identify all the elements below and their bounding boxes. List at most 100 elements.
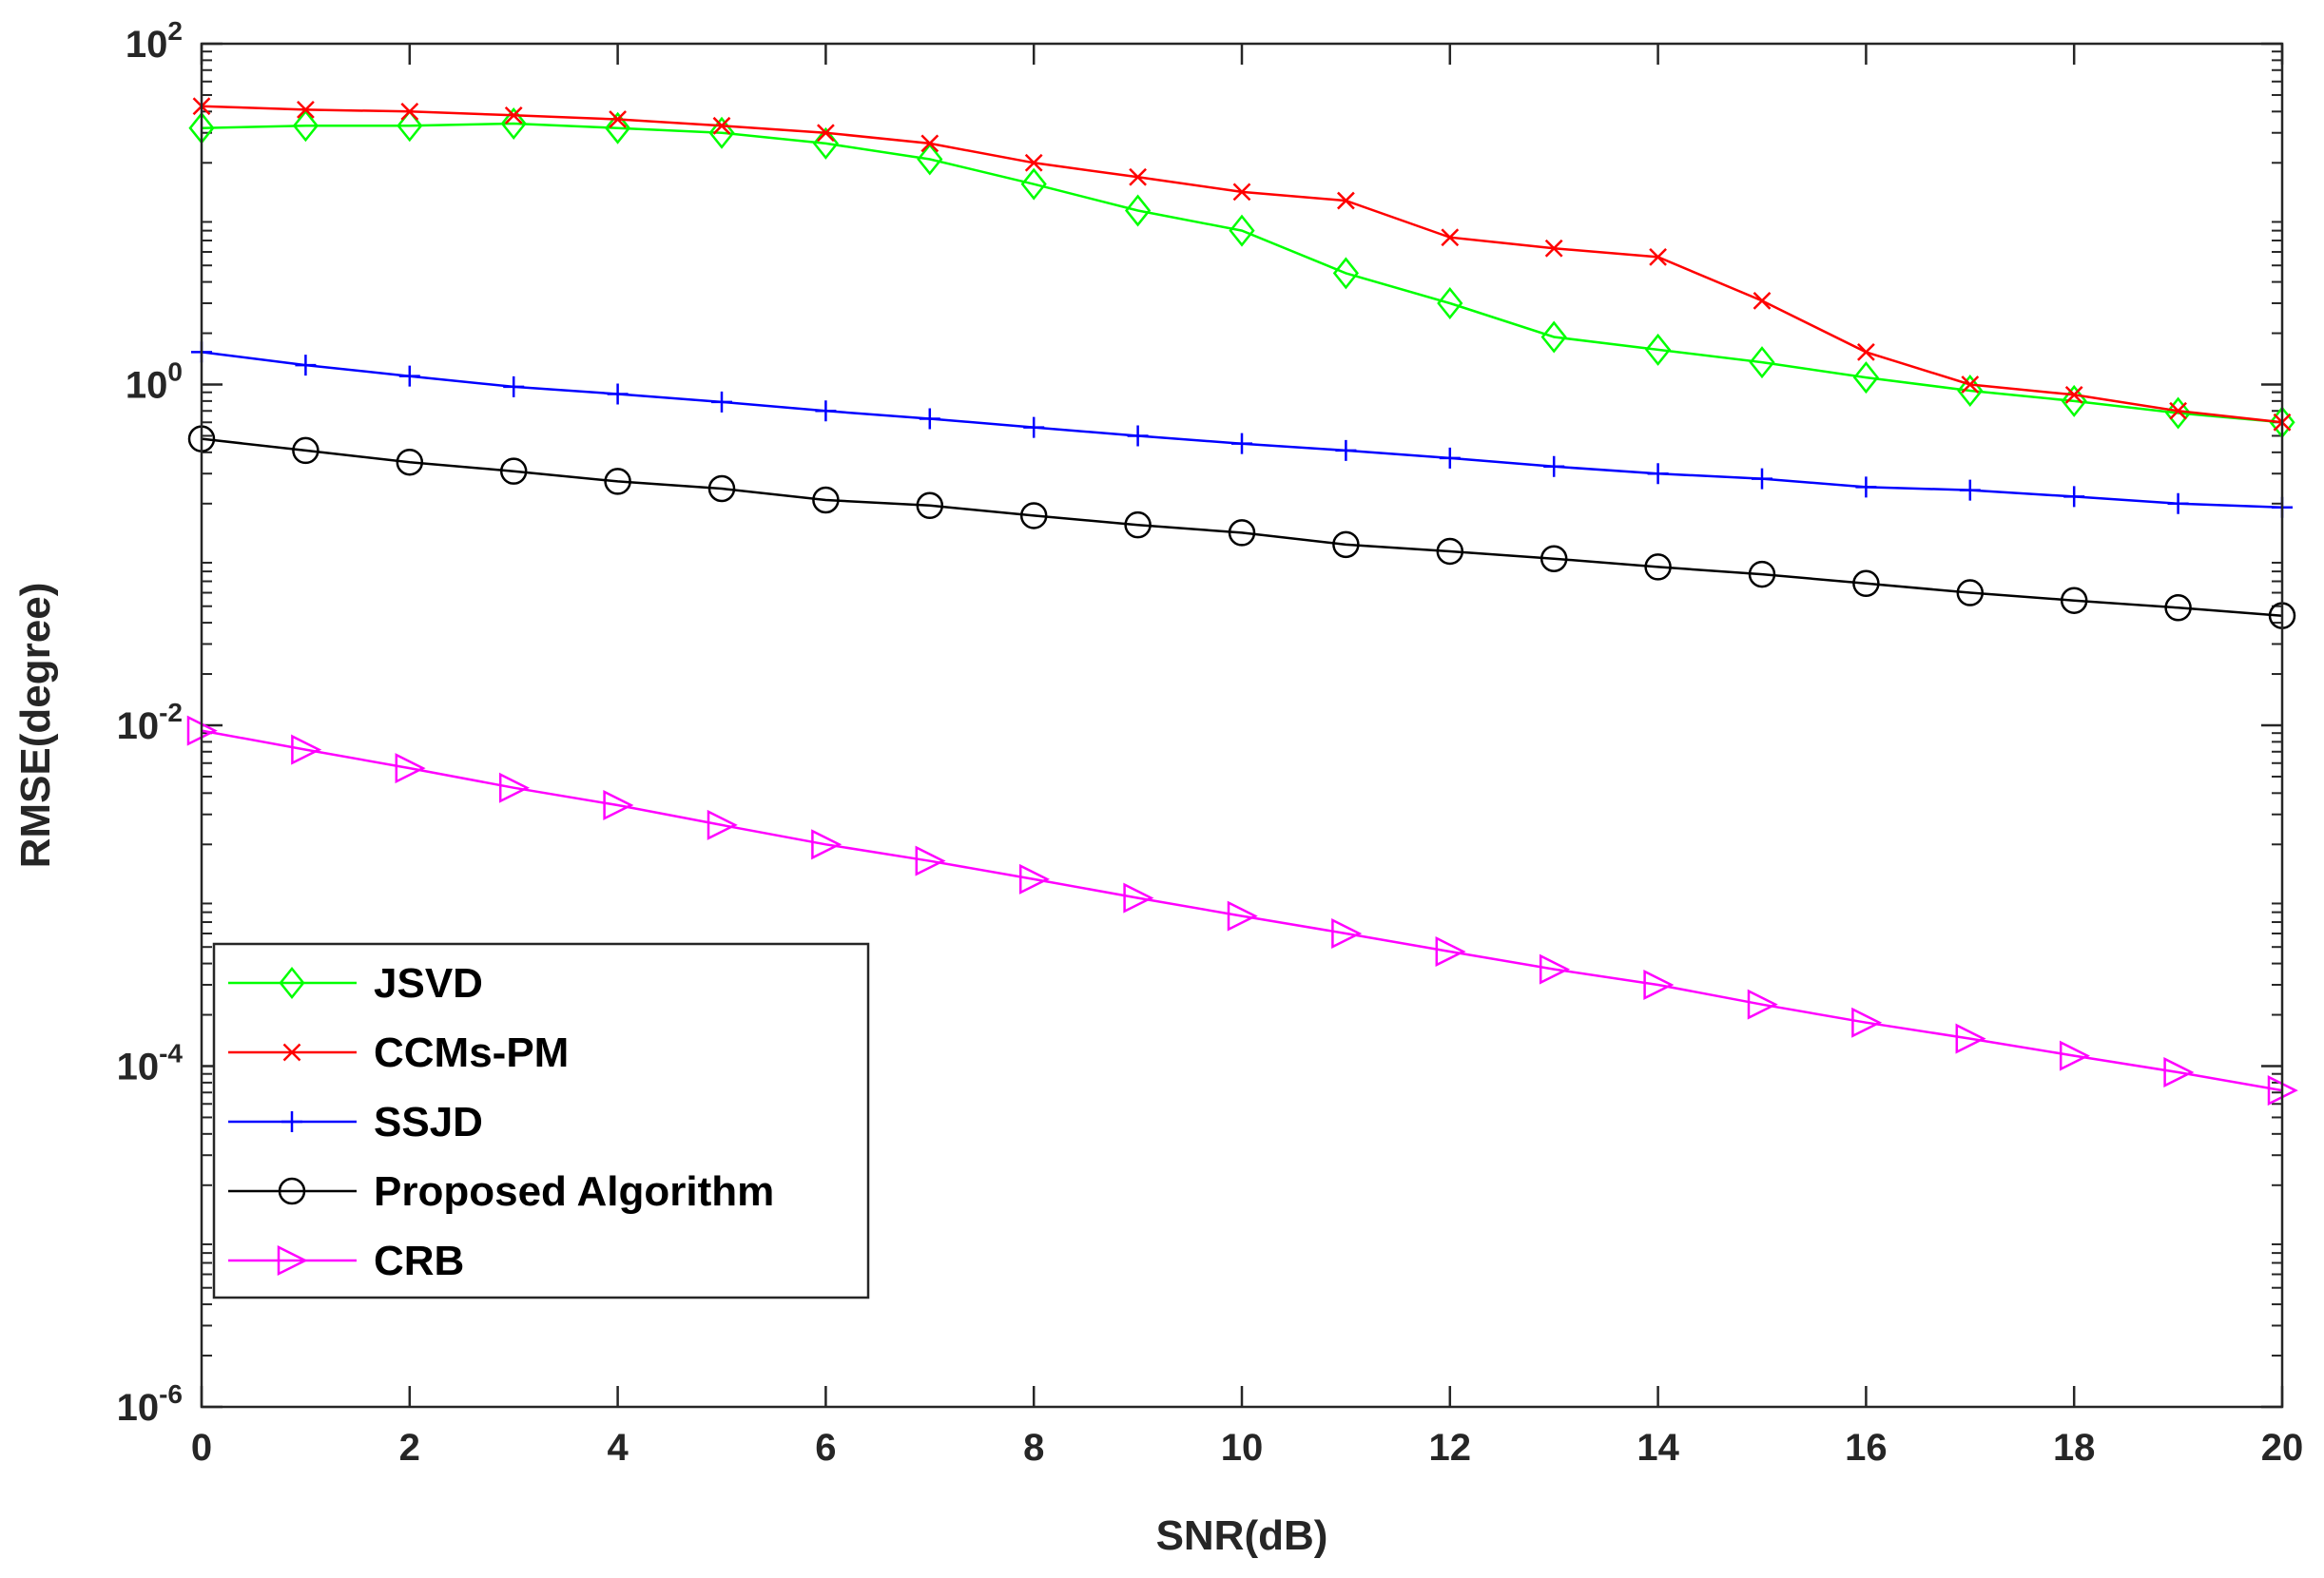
data-point-ssjd xyxy=(1959,479,1981,501)
data-point-proposed-algorithm xyxy=(2060,587,2088,614)
data-point-crb xyxy=(1227,900,1258,932)
data-point-proposed-algorithm xyxy=(1540,545,1568,572)
data-point-proposed-algorithm xyxy=(1644,553,1672,581)
data-point-proposed-algorithm xyxy=(2164,594,2192,622)
data-point-ccms-pm xyxy=(1441,228,1460,247)
data-point-ccms-pm xyxy=(1961,375,1980,394)
legend-marker xyxy=(281,1111,302,1132)
y-tick-label: 10-4 xyxy=(117,1039,184,1088)
legend-label: CRB xyxy=(374,1238,464,1284)
data-point-crb xyxy=(498,772,530,803)
x-tick-label: 8 xyxy=(1023,1427,1044,1469)
data-point-ccms-pm xyxy=(1649,248,1667,266)
data-point-crb xyxy=(1643,969,1675,1000)
data-point-proposed-algorithm xyxy=(396,448,424,476)
data-point-ssjd xyxy=(1439,447,1461,469)
data-point-jsvd xyxy=(604,111,631,144)
data-point-ccms-pm xyxy=(2169,401,2187,420)
data-point-crb xyxy=(1851,1007,1883,1038)
y-tick-label: 10-2 xyxy=(117,698,183,747)
x-tick-label: 6 xyxy=(815,1427,836,1469)
data-point-ssjd xyxy=(815,400,837,422)
data-point-ssjd xyxy=(2063,486,2085,508)
data-point-ccms-pm xyxy=(712,116,731,135)
data-point-jsvd xyxy=(1644,333,1672,366)
series-line-crb xyxy=(201,729,2283,1092)
data-point-jsvd xyxy=(1437,286,1463,319)
x-tick-label: 0 xyxy=(191,1427,212,1469)
data-point-ccms-pm xyxy=(1129,167,1147,186)
data-point-jsvd xyxy=(1852,361,1880,394)
x-axis-title: SNR(dB) xyxy=(1156,1512,1328,1559)
y-tick-labels: 10-6 10-4 10-2 100 102 xyxy=(117,16,184,1429)
data-point-ccms-pm xyxy=(1544,239,1563,258)
data-point-crb xyxy=(1018,863,1050,895)
data-point-crb xyxy=(2059,1040,2090,1071)
data-point-jsvd xyxy=(917,143,943,176)
data-point-proposed-algorithm xyxy=(916,491,944,520)
data-point-ccms-pm xyxy=(920,134,939,153)
data-point-ssjd xyxy=(607,383,629,405)
data-point-ssjd xyxy=(398,365,420,387)
data-point-ssjd xyxy=(1127,425,1149,447)
legend-entry-proposed-algorithm: Proposed Algorithm xyxy=(228,1168,774,1215)
data-point-jsvd xyxy=(708,116,735,149)
data-point-ccms-pm xyxy=(1337,191,1355,210)
x-tick-label: 18 xyxy=(2053,1427,2096,1469)
data-point-proposed-algorithm xyxy=(1956,579,1985,606)
data-point-jsvd xyxy=(1540,320,1567,354)
data-point-ccms-pm xyxy=(400,102,419,121)
x-tick-labels: 0 2 4 6 8 10 12 14 16 18 20 xyxy=(191,1427,2303,1469)
data-point-ccms-pm xyxy=(1232,183,1251,202)
legend-entry-ccms-pm: CCMs-PM xyxy=(228,1030,569,1076)
data-point-jsvd xyxy=(1332,257,1360,290)
data-point-proposed-algorithm xyxy=(1748,560,1776,588)
series-proposed-algorithm xyxy=(187,425,2296,629)
data-point-crb xyxy=(1331,917,1363,950)
minor-ticks xyxy=(202,50,2282,1357)
data-point-crb xyxy=(707,809,738,840)
y-tick-label: 102 xyxy=(126,16,183,66)
data-point-ssjd xyxy=(711,391,732,413)
data-point-ccms-pm xyxy=(1857,342,1875,361)
legend-marker xyxy=(279,966,305,1000)
data-point-crb xyxy=(291,734,322,765)
data-point-crb xyxy=(1955,1023,1986,1054)
y-axis-title: RMSE(degree) xyxy=(12,583,59,869)
legend-marker xyxy=(282,1043,301,1062)
data-point-proposed-algorithm xyxy=(1228,519,1256,547)
data-point-jsvd xyxy=(292,109,320,143)
data-point-crb xyxy=(1539,953,1570,985)
data-point-ssjd xyxy=(295,355,317,376)
data-point-proposed-algorithm xyxy=(812,486,840,514)
data-point-jsvd xyxy=(397,109,423,143)
series-line-jsvd xyxy=(201,122,2283,424)
legend-entry-ssjd: SSJD xyxy=(228,1099,483,1145)
data-point-ssjd xyxy=(1543,455,1565,477)
data-point-ccms-pm xyxy=(1024,153,1043,172)
data-point-ssjd xyxy=(1752,468,1772,490)
data-point-crb xyxy=(2163,1056,2195,1088)
data-point-crb xyxy=(1747,989,1778,1020)
x-tick-label: 10 xyxy=(1221,1427,1264,1469)
data-point-ssjd xyxy=(2167,492,2189,514)
data-point-crb xyxy=(1123,882,1154,914)
legend-marker xyxy=(277,1244,308,1277)
data-point-ssjd xyxy=(1647,463,1669,485)
legend-label: JSVD xyxy=(374,960,483,1007)
data-point-proposed-algorithm xyxy=(292,436,320,465)
data-point-ssjd xyxy=(1335,439,1357,461)
data-point-crb xyxy=(603,789,634,821)
data-point-ccms-pm xyxy=(1753,292,1772,310)
data-point-proposed-algorithm xyxy=(1124,510,1152,539)
series-line-proposed-algorithm xyxy=(201,437,2283,617)
data-point-ccms-pm xyxy=(2064,385,2083,404)
x-tick-label: 14 xyxy=(1636,1427,1679,1469)
data-point-ssjd xyxy=(919,408,940,430)
data-point-jsvd xyxy=(1124,194,1152,227)
data-point-proposed-algorithm xyxy=(499,457,528,485)
x-tick-label: 4 xyxy=(607,1427,629,1469)
data-point-ssjd xyxy=(1023,416,1045,438)
x-tick-label: 16 xyxy=(1845,1427,1888,1469)
